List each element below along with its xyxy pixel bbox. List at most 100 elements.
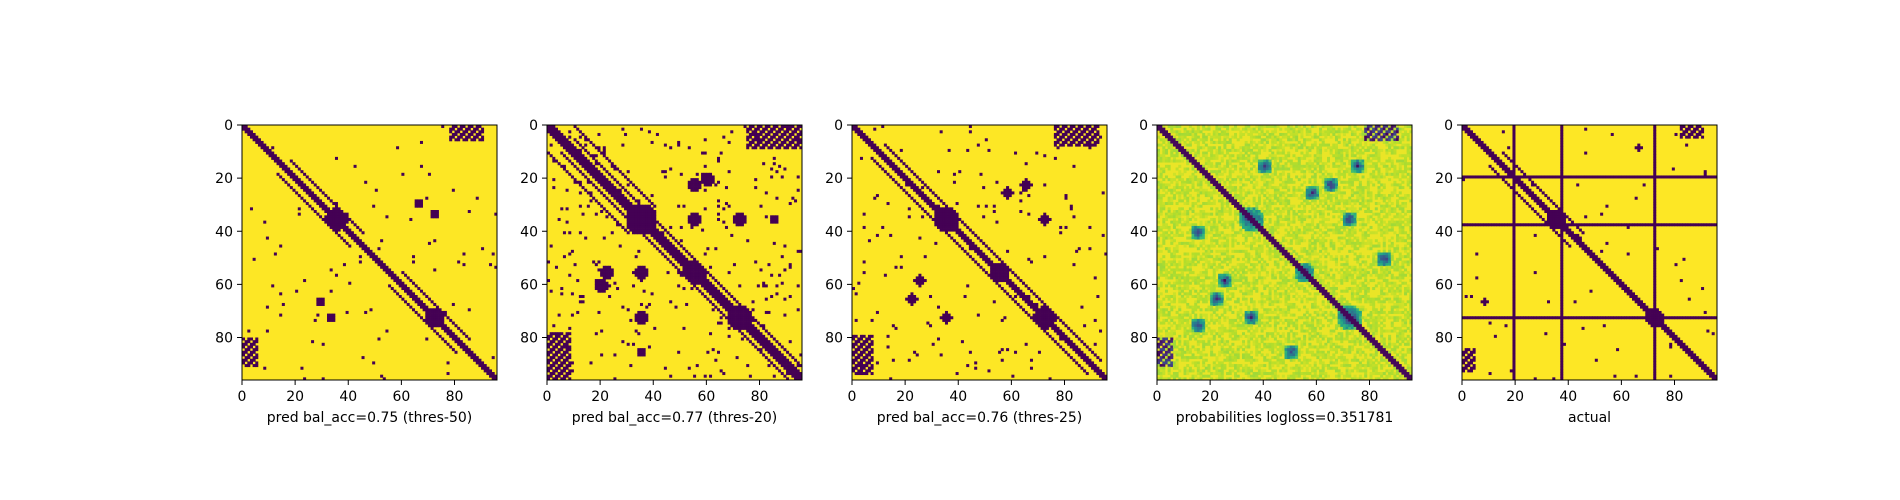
heatmap-cell (589, 167, 593, 171)
heatmap-cell (1321, 138, 1325, 142)
heatmap-cell (650, 194, 654, 198)
heatmap-cell (748, 313, 752, 317)
heatmap-cell (1369, 159, 1373, 163)
heatmap-cell (764, 215, 768, 219)
heatmap-cell (703, 175, 707, 179)
heatmap-cell (1393, 172, 1397, 176)
heatmap-cell (966, 225, 970, 229)
heatmap-cell (1332, 162, 1336, 166)
heatmap-cell (780, 132, 784, 136)
heatmap-cell (295, 191, 299, 195)
heatmap-cell (1350, 175, 1354, 179)
heatmap-cell (565, 348, 569, 352)
heatmap-cell (1353, 132, 1357, 136)
heatmap-cell (1337, 207, 1341, 211)
heatmap-cell (1069, 204, 1073, 208)
heatmap-cell (695, 172, 699, 176)
heatmap-cell (1337, 140, 1341, 144)
heatmap-cell (610, 194, 614, 198)
axes-frame (546, 124, 803, 381)
heatmap-cell (764, 348, 768, 352)
heatmap-cell (1244, 146, 1248, 150)
heatmap-cell (1319, 156, 1323, 160)
heatmap-cell (366, 249, 370, 253)
heatmap-cell (1284, 199, 1288, 203)
heatmap-cell (1324, 132, 1328, 136)
heatmap-cell (1191, 180, 1195, 184)
heatmap-cell (786, 369, 790, 373)
heatmap-cell (1393, 125, 1397, 129)
heatmap-cell (952, 220, 956, 224)
heatmap-cell (685, 268, 689, 272)
heatmap-cell (780, 175, 784, 179)
heatmap-cell (1380, 207, 1384, 211)
heatmap-cell (886, 156, 890, 160)
heatmap-cell (1329, 175, 1333, 179)
heatmap-cell (547, 361, 551, 365)
heatmap-cell (875, 310, 879, 314)
heatmap-cell (1390, 202, 1394, 206)
heatmap-cell (573, 146, 577, 150)
heatmap-cell (937, 207, 941, 211)
heatmap-cell (374, 188, 378, 192)
heatmap-cell (960, 220, 964, 224)
heatmap-cell (1388, 156, 1392, 160)
heatmap-cell (1228, 154, 1232, 158)
heatmap-cell (1398, 186, 1402, 190)
heatmap-cell (701, 284, 705, 288)
heatmap-cell (1273, 164, 1277, 168)
heatmap-cell (955, 225, 959, 229)
heatmap-cell (430, 321, 434, 325)
heatmap-cell (586, 170, 590, 174)
heatmap-cell (1037, 321, 1041, 325)
heatmap-cell (1008, 281, 1012, 285)
heatmap-cell (693, 271, 697, 275)
heatmap-cell (576, 279, 580, 283)
heatmap-cell (775, 196, 779, 200)
heatmap-cell (1059, 231, 1063, 235)
heatmap-cell (1406, 162, 1410, 166)
heatmap-cell (345, 231, 349, 235)
heatmap-cell (1353, 175, 1357, 179)
heatmap-cell (857, 337, 861, 341)
heatmap-cell (1024, 183, 1028, 187)
heatmap-cell (1088, 130, 1092, 134)
heatmap-cell (624, 132, 628, 136)
heatmap-cell (1242, 204, 1246, 208)
heatmap-cell (435, 316, 439, 320)
heatmap-cell (1223, 125, 1227, 129)
heatmap-cell (390, 271, 394, 275)
heatmap-cell (1170, 130, 1174, 134)
heatmap-cell (915, 281, 919, 285)
heatmap-cell (1191, 172, 1195, 176)
heatmap-cell (249, 353, 253, 357)
heatmap-cell (1385, 204, 1389, 208)
heatmap-cell (1170, 140, 1174, 144)
heatmap-cell (1377, 170, 1381, 174)
heatmap-cell (1388, 178, 1392, 182)
heatmap-cell (870, 146, 874, 150)
heatmap-cell (1080, 366, 1084, 370)
heatmap-cell (342, 220, 346, 224)
heatmap-cell (475, 361, 479, 365)
heatmap-cell (756, 135, 760, 139)
heatmap-cell (1075, 350, 1079, 354)
heatmap-cell (701, 271, 705, 275)
heatmap-cell (1006, 273, 1010, 277)
heatmap-cell (1348, 172, 1352, 176)
heatmap-cell (775, 284, 779, 288)
heatmap-cell (618, 196, 622, 200)
heatmap-cell (738, 316, 742, 320)
heatmap-cell (794, 143, 798, 147)
heatmap-cell (788, 143, 792, 147)
heatmap-cell (1045, 326, 1049, 330)
heatmap-cell (701, 172, 705, 176)
heatmap-cell (1220, 148, 1224, 152)
heatmap-cell (730, 130, 734, 134)
heatmap-cell (775, 132, 779, 136)
heatmap-cell (1075, 345, 1079, 349)
heatmap-cell (889, 377, 893, 381)
heatmap-cell (735, 308, 739, 312)
heatmap-cell (568, 159, 572, 163)
